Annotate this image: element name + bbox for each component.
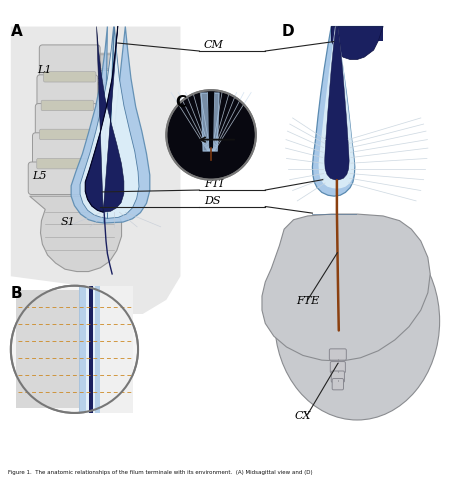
Polygon shape [331,26,383,50]
Text: A: A [11,24,23,39]
Polygon shape [95,286,133,413]
Text: L5: L5 [32,172,46,182]
Text: B: B [11,286,22,301]
Polygon shape [85,26,124,212]
Polygon shape [262,214,430,361]
Circle shape [11,286,138,413]
FancyBboxPatch shape [93,84,112,98]
Text: Figure 1.  The anatomic relationships of the filum terminale with its environmen: Figure 1. The anatomic relationships of … [9,470,313,475]
FancyBboxPatch shape [41,100,93,111]
Text: D: D [282,24,294,39]
Polygon shape [89,286,93,413]
FancyBboxPatch shape [37,75,98,107]
FancyBboxPatch shape [91,142,110,156]
Polygon shape [30,196,121,272]
Text: CM: CM [204,40,224,50]
FancyBboxPatch shape [44,71,96,82]
Polygon shape [71,26,150,223]
FancyBboxPatch shape [329,349,346,360]
Polygon shape [86,286,95,413]
FancyBboxPatch shape [330,362,346,373]
Text: L1: L1 [36,65,51,75]
FancyBboxPatch shape [88,141,111,157]
FancyBboxPatch shape [90,83,113,99]
FancyBboxPatch shape [33,133,96,165]
Ellipse shape [275,222,439,420]
FancyBboxPatch shape [331,371,345,382]
Text: DS: DS [204,195,220,205]
FancyBboxPatch shape [36,104,98,136]
Text: C: C [176,95,187,110]
Polygon shape [16,291,79,408]
FancyBboxPatch shape [332,378,344,390]
FancyBboxPatch shape [85,170,108,186]
Polygon shape [80,26,139,218]
Text: FTE: FTE [296,296,319,306]
FancyBboxPatch shape [92,53,115,70]
Polygon shape [11,26,181,314]
Polygon shape [325,26,349,180]
FancyBboxPatch shape [39,45,100,79]
FancyBboxPatch shape [88,171,107,186]
Text: CX: CX [295,411,311,421]
Polygon shape [208,90,214,148]
Polygon shape [331,26,383,60]
Text: S1: S1 [60,217,75,227]
Polygon shape [79,286,100,413]
FancyBboxPatch shape [39,129,93,139]
FancyBboxPatch shape [95,55,115,69]
Polygon shape [319,26,355,188]
FancyBboxPatch shape [28,162,92,194]
FancyBboxPatch shape [90,112,113,128]
Text: FTI: FTI [204,179,224,189]
FancyBboxPatch shape [36,158,91,169]
FancyBboxPatch shape [93,113,112,127]
Circle shape [166,90,256,180]
Polygon shape [312,26,383,196]
